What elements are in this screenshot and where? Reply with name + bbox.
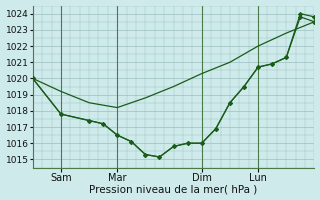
X-axis label: Pression niveau de la mer( hPa ): Pression niveau de la mer( hPa ) xyxy=(90,184,258,194)
